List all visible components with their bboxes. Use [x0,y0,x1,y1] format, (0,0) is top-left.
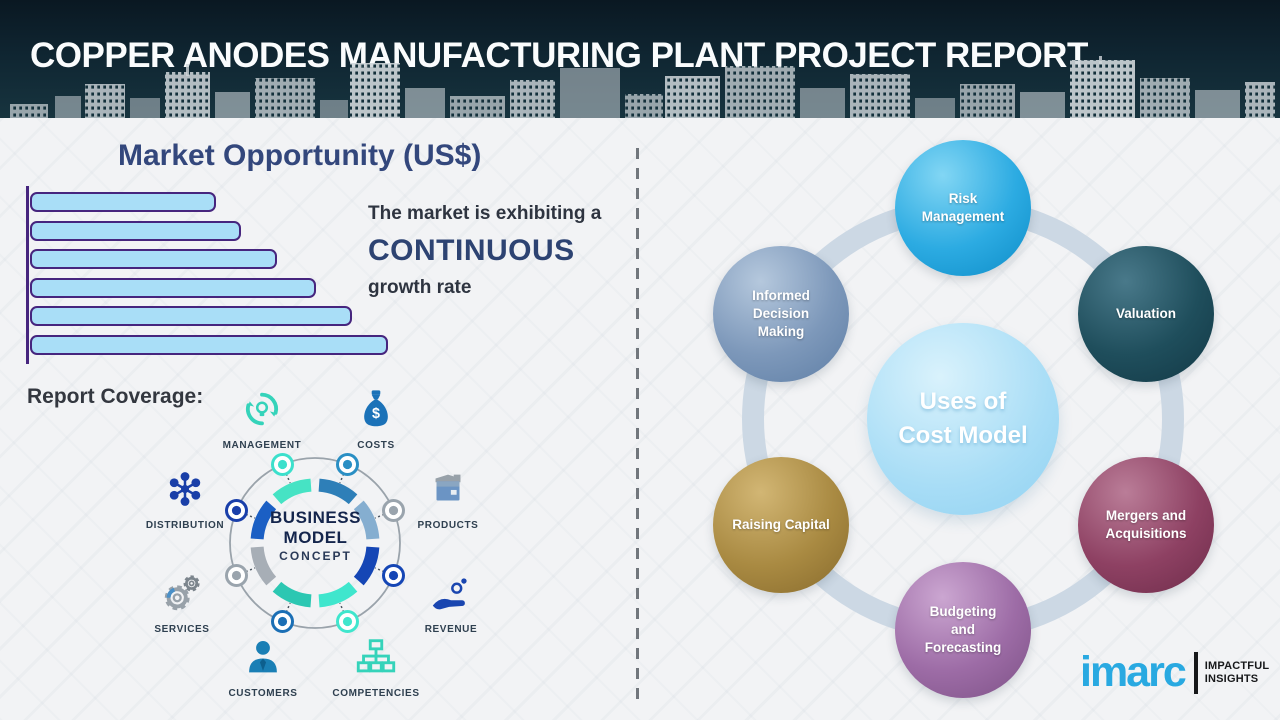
satellite-label: Informed Decision Making [752,287,810,340]
market-bar [30,277,316,298]
bm-center-line1: BUSINESS [270,508,361,527]
cost-model-satellite-budgeting-forecasting: Budgeting and Forecasting [895,562,1031,698]
coverage-label-revenue: REVENUE [424,624,478,635]
coverage-label-services: SERVICES [154,624,210,635]
growth-text-continuous: CONTINUOUS [368,234,575,267]
logo-tagline-line1: IMPACTFUL [1204,659,1270,672]
person-icon [249,640,277,673]
header-band: COPPER ANODES MANUFACTURING PLANT PROJEC… [0,0,1280,118]
cost-model-satellite-risk-management: Risk Management [895,140,1031,276]
imarc-logo: imarc IMPACTFUL INSIGHTS [1080,651,1269,694]
coverage-label-management: MANAGEMENT [222,440,302,451]
growth-text-line1: The market is exhibiting a [368,203,602,224]
management-cycle-icon [245,392,279,426]
business-model-center-label: BUSINESS MODEL CONCEPT [253,508,378,563]
bm-center-line2: MODEL [283,527,348,547]
market-opportunity-title: Market Opportunity (US$) [118,139,482,172]
logo-tagline-line2: INSIGHTS [1204,672,1259,685]
satellite-label: Risk Management [921,190,1005,224]
vertical-dashed-divider [636,148,639,704]
page-title: COPPER ANODES MANUFACTURING PLANT PROJEC… [30,36,1088,75]
coverage-item-costs: $ COSTS [321,386,431,451]
coverage-item-products: PRODUCTS [393,466,503,531]
box-icon [435,474,461,501]
cost-model-center-line2: Cost Model [898,422,1028,449]
satellite-label: Valuation [1115,305,1176,321]
coverage-item-distribution: DISTRIBUTION [130,466,240,531]
cost-model-center-circle: Uses of Cost Model [867,323,1059,515]
coverage-label-customers: CUSTOMERS [228,688,298,699]
coverage-item-competencies: COMPETENCIES [321,634,431,699]
cost-model-center-line1: Uses of [919,388,1007,416]
bar-chart-axis [26,186,29,364]
market-bar [30,249,277,269]
cost-model-satellite-informed-decision-making: Informed Decision Making [713,246,849,382]
coverage-item-customers: CUSTOMERS [208,634,318,699]
cost-model-satellite-mergers-acquisitions: Mergers and Acquisitions [1078,457,1214,593]
market-growth-text: The market is exhibiting a CONTINUOUS gr… [368,203,633,299]
report-coverage-label: Report Coverage: [27,385,204,408]
background-texture [0,118,1280,720]
cost-model-satellite-valuation: Valuation [1078,246,1214,382]
bm-center-line3: CONCEPT [279,549,352,564]
business-model-ring-diagram [225,453,405,633]
money-bag-icon: $ [364,390,388,427]
market-bar [30,334,388,355]
cost-model-satellite-raising-capital: Raising Capital [713,457,849,593]
svg-text:$: $ [372,406,380,422]
satellite-label: Raising Capital [732,516,830,532]
imarc-logo-wordmark: imarc [1080,648,1187,696]
coverage-label-costs: COSTS [357,440,395,451]
bar-chart-bars [30,192,392,363]
hand-coins-icon [432,578,467,610]
coverage-label-distribution: DISTRIBUTION [145,520,225,531]
market-bar [30,306,352,326]
satellite-label: Mergers and Acquisitions [1105,507,1187,541]
coverage-item-services: SERVICES [127,570,237,635]
market-bar [30,220,241,241]
logo-divider-bar [1193,651,1198,694]
market-bar [30,192,216,212]
coverage-label-competencies: COMPETENCIES [332,688,420,699]
logo-tagline: IMPACTFUL INSIGHTS [1205,660,1270,685]
coverage-item-revenue: REVENUE [396,570,506,635]
network-icon [169,472,201,506]
satellite-label: Budgeting and Forecasting [924,603,1002,656]
city-skyline-graphic [10,56,1275,118]
coverage-item-management: MANAGEMENT [207,386,317,451]
growth-text-line3: growth rate [368,277,472,298]
coverage-label-products: PRODUCTS [417,520,479,531]
gears-icon [164,575,200,611]
org-chart-icon [356,639,396,673]
